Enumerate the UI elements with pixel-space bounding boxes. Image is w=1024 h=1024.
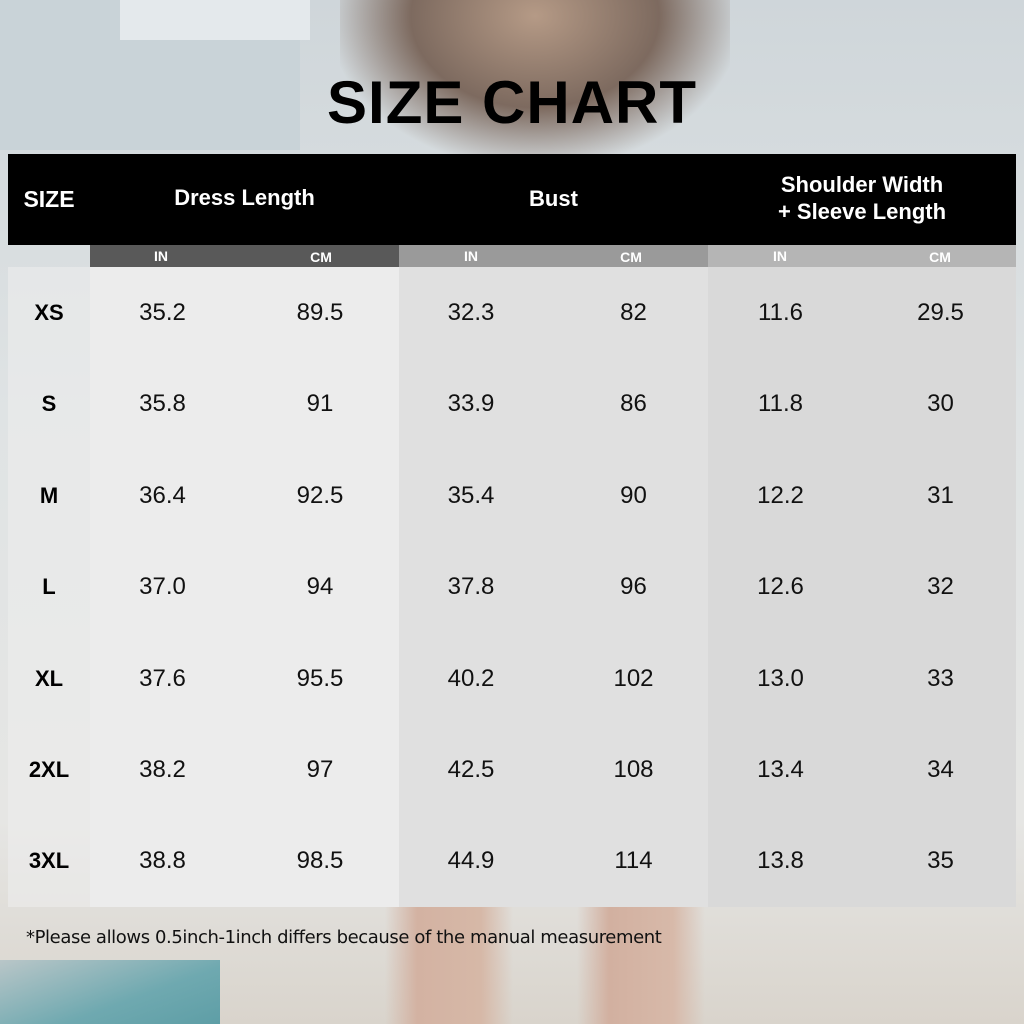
cell-size: L [42,574,56,600]
dress-length-column [90,267,399,907]
cell-shoulder-cm: 34 [927,756,954,783]
cell-bust-cm: 108 [613,756,654,783]
cell-bust-cm: 96 [620,573,647,601]
cell-dress-in: 35.2 [139,299,186,326]
header-size: SIZE [23,186,75,212]
cell-bust-cm: 82 [620,299,647,326]
cell-bust-in: 35.4 [447,481,495,509]
cell-size: S [41,391,57,417]
unit-cm: CM [929,249,951,265]
cell-dress-cm: 91 [306,390,334,418]
unit-in: IN [773,248,787,264]
table-row: 3XL 38.8 98.5 44.9 114 13.8 35 [8,815,1016,906]
background-pool [0,960,220,1024]
cell-shoulder-in: 13.4 [757,756,804,783]
cell-bust-cm: 86 [620,390,647,418]
cell-dress-cm: 89.5 [296,299,344,326]
bust-column [399,267,708,907]
cell-dress-cm: 98.5 [296,847,344,875]
shoulder-column [708,267,1016,907]
cell-dress-in: 36.4 [139,481,186,509]
cell-shoulder-in: 11.6 [758,299,803,326]
cell-dress-in: 37.0 [139,573,186,601]
size-column [8,267,90,907]
cell-dress-cm: 97 [306,756,334,783]
bust-unit-bar: IN CM [399,245,708,267]
cell-shoulder-cm: 29.5 [917,299,964,326]
background-model [340,0,730,160]
table-header: SIZE Dress Length Bust Shoulder Width + … [8,154,1016,245]
background-shelf [120,0,310,40]
table-row: M 36.4 92.5 35.4 90 12.2 31 [8,450,1016,541]
unit-in: IN [154,248,168,264]
header-shoulder-line2: + Sleeve Length [777,199,947,224]
cell-dress-cm: 95.5 [296,664,344,692]
cell-shoulder-cm: 32 [927,573,954,601]
cell-dress-in: 38.2 [139,756,186,783]
table-row: XL 37.6 95.5 40.2 102 13.0 33 [8,633,1016,724]
cell-shoulder-in: 13.0 [757,664,804,692]
cell-dress-in: 38.8 [139,847,186,875]
cell-size: XL [34,665,64,691]
cell-bust-in: 44.9 [447,847,495,875]
cell-bust-in: 42.5 [447,756,495,783]
unit-cm: CM [310,249,332,265]
background-legs [385,907,705,1024]
header-shoulder-line1: Shoulder Width [780,172,944,197]
cell-bust-cm: 90 [620,481,647,509]
cell-dress-cm: 92.5 [296,481,344,509]
cell-shoulder-cm: 31 [927,481,954,509]
table-body: XS 35.2 89.5 32.3 82 11.6 29.5 S 35.8 91 33.9 86 11.… [8,267,1016,907]
cell-bust-in: 37.8 [447,573,495,601]
shoulder-unit-bar: IN CM [708,245,1016,267]
cell-shoulder-in: 12.2 [757,481,804,509]
header-dress-length: Dress Length [174,185,315,210]
dress-unit-bar: IN CM [90,245,399,267]
table-row: S 35.8 91 33.9 86 11.8 30 [8,358,1016,449]
cell-dress-in: 35.8 [139,390,186,418]
cell-shoulder-cm: 30 [927,390,954,418]
cell-size: XS [34,300,64,325]
table-row: L 37.0 94 37.8 96 12.6 32 [8,541,1016,632]
cell-bust-in: 40.2 [447,664,495,692]
cell-size: 2XL [28,757,70,782]
header-bust: Bust [529,186,578,211]
page-title: SIZE CHART [327,69,697,136]
cell-shoulder-in: 12.6 [757,573,804,601]
cell-size: 3XL [28,848,70,874]
cell-shoulder-in: 11.8 [758,390,803,418]
cell-bust-cm: 114 [614,847,653,875]
measurement-note: *Please allows 0.5inch-1inch differs bec… [26,927,662,948]
unit-in: IN [464,248,478,264]
cell-bust-in: 32.3 [447,299,495,326]
cell-bust-in: 33.9 [447,390,495,418]
cell-shoulder-cm: 33 [927,664,954,692]
table-row: XS 35.2 89.5 32.3 82 11.6 29.5 [8,267,1016,358]
table-row: 2XL 38.2 97 42.5 108 13.4 34 [8,724,1016,815]
unit-cm: CM [620,249,642,265]
size-chart-table: SIZE Dress Length Bust Shoulder Width + … [8,154,1016,907]
cell-dress-in: 37.6 [139,664,186,692]
cell-size: M [39,482,59,508]
cell-bust-cm: 102 [613,664,654,692]
cell-shoulder-cm: 35 [927,847,954,875]
cell-shoulder-in: 13.8 [757,847,804,875]
unit-subheader: IN CM IN CM IN CM [8,245,1016,267]
cell-dress-cm: 94 [306,573,334,601]
